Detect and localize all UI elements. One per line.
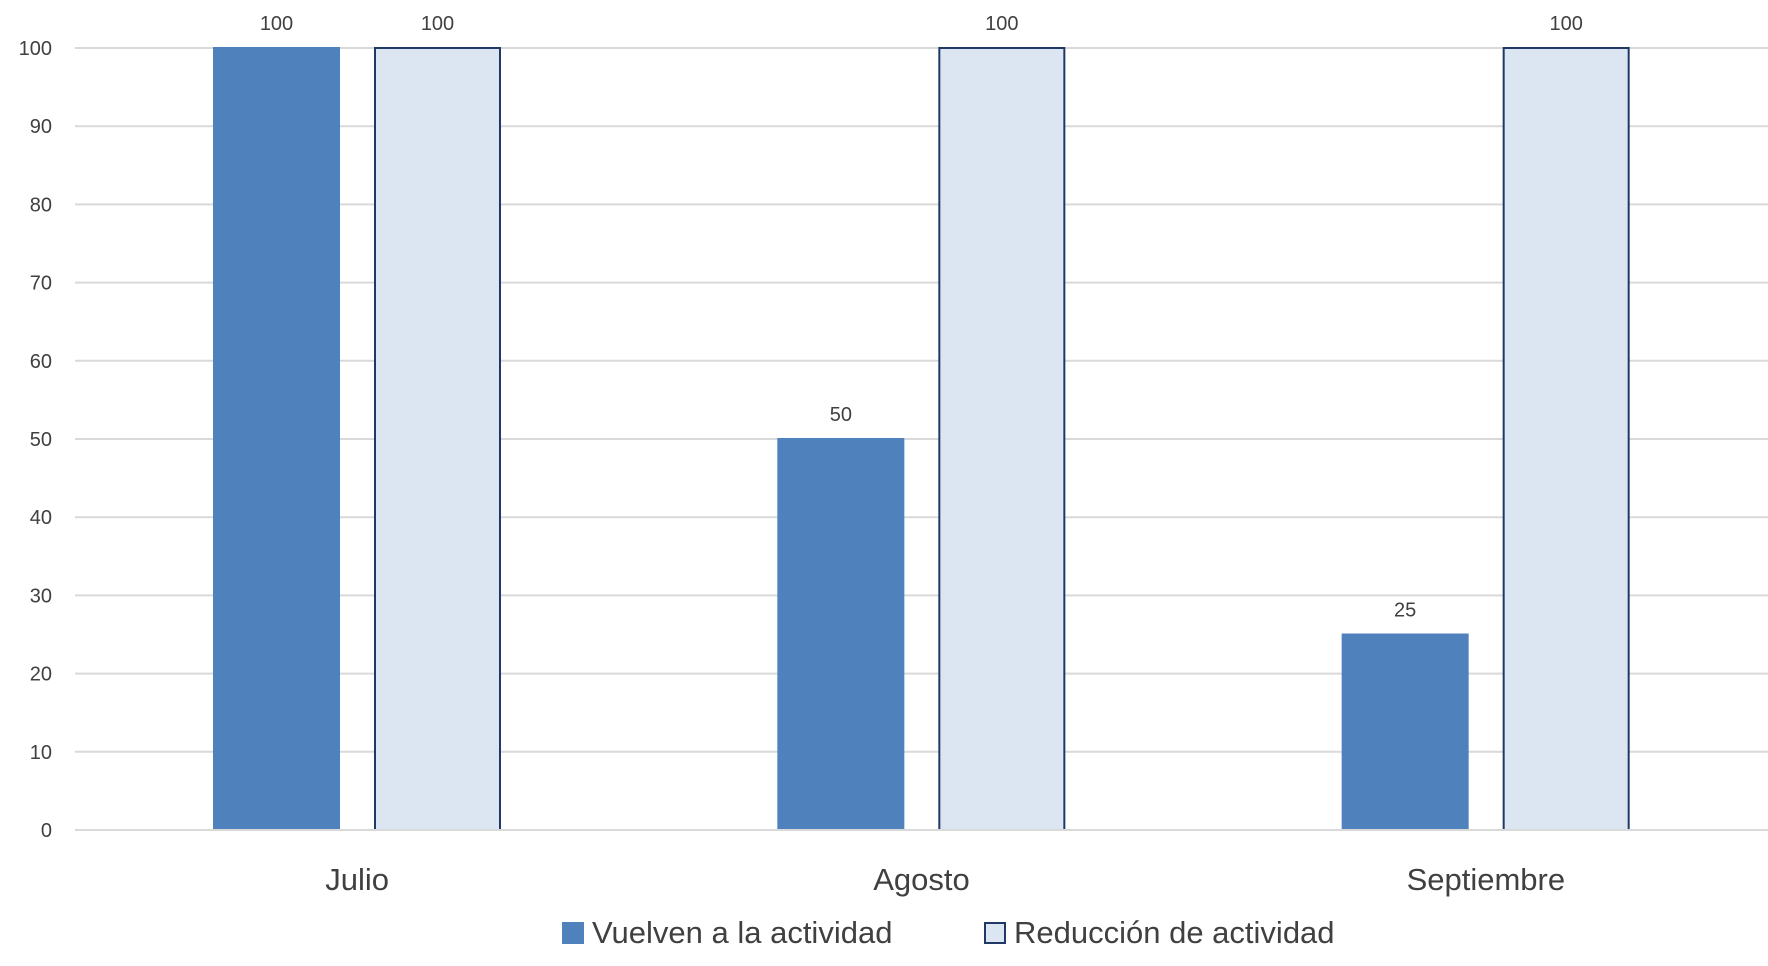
x-axis: Julio Agosto Septiembre — [75, 829, 1768, 897]
bar-reduccion-agosto — [938, 47, 1066, 831]
y-tick-label: 30 — [30, 585, 52, 607]
y-axis-tick-labels: 0 10 20 30 40 50 60 70 80 90 100 — [19, 38, 52, 842]
bars — [213, 47, 1630, 831]
bar-vuelven-julio — [213, 47, 340, 831]
y-tick-label: 60 — [30, 351, 52, 373]
y-tick-label: 10 — [30, 742, 52, 764]
y-tick-label: 40 — [30, 507, 52, 529]
data-label: 100 — [985, 13, 1018, 35]
y-tick-label: 70 — [30, 273, 52, 295]
y-tick-label: 20 — [30, 664, 52, 686]
category-label-julio: Julio — [325, 862, 389, 897]
category-label-septiembre: Septiembre — [1407, 862, 1566, 897]
legend-swatch-vuelven — [562, 922, 584, 944]
bar-vuelven-agosto — [777, 438, 905, 831]
legend: Vuelven a la actividad Reducción de activ… — [562, 915, 1335, 950]
category-label-agosto: Agosto — [873, 862, 970, 897]
y-tick-label: 100 — [19, 38, 52, 60]
gridlines — [75, 47, 1768, 831]
y-tick-label: 80 — [30, 194, 52, 216]
legend-swatch-reduccion — [984, 922, 1006, 944]
data-label: 100 — [421, 13, 454, 35]
bar-vuelven-septiembre — [1341, 633, 1469, 831]
y-tick-label: 0 — [41, 820, 52, 842]
bar-reduccion-julio — [374, 47, 501, 831]
data-label: 100 — [260, 13, 293, 35]
data-label: 50 — [830, 404, 852, 426]
bar-reduccion-septiembre — [1502, 47, 1630, 831]
y-tick-label: 50 — [30, 429, 52, 451]
y-tick-label: 90 — [30, 116, 52, 138]
legend-label-reduccion: Reducción de actividad — [1014, 915, 1335, 950]
data-label: 100 — [1549, 13, 1582, 35]
legend-label-vuelven: Vuelven a la actividad — [592, 915, 892, 950]
data-labels: 100 100 50 100 25 100 — [260, 13, 1583, 622]
data-label: 25 — [1394, 600, 1416, 622]
